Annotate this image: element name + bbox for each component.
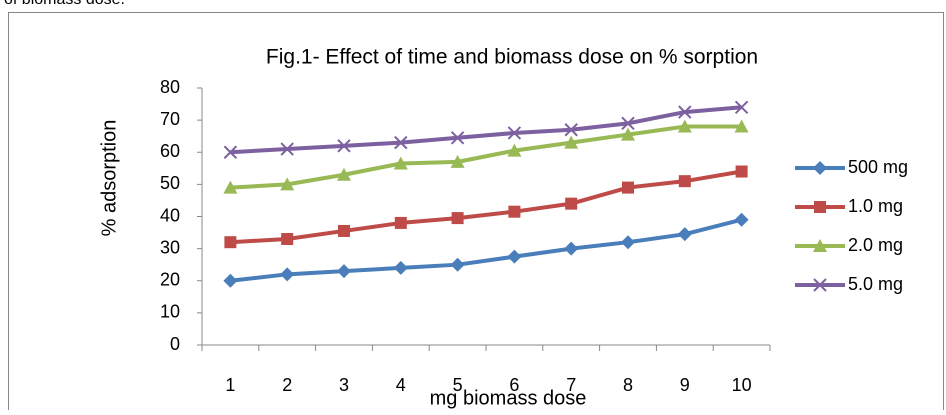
x-tick-label: 1 [225, 375, 235, 395]
legend-label: 5.0 mg [848, 274, 903, 294]
data-point [394, 216, 407, 229]
chart-border [8, 12, 944, 415]
data-point [734, 100, 749, 114]
legend-marker [813, 161, 827, 175]
data-point [393, 260, 408, 275]
data-point [450, 131, 465, 145]
data-point [677, 119, 692, 133]
y-tick-label: 10 [160, 302, 180, 322]
y-tick-label: 30 [160, 237, 180, 257]
data-point [734, 119, 749, 133]
x-tick-label: 8 [623, 375, 633, 395]
y-tick-label: 0 [170, 334, 180, 354]
legend-marker [813, 278, 827, 292]
data-point [224, 236, 237, 249]
data-point [734, 212, 749, 227]
y-tick-label: 20 [160, 270, 180, 290]
legend-label: 2.0 mg [848, 235, 903, 255]
series-line [230, 124, 742, 190]
legend-label: 1.0 mg [848, 196, 903, 216]
x-axis-label: mg biomass dose [430, 387, 587, 409]
x-tick-label: 9 [680, 375, 690, 395]
data-point [565, 197, 578, 210]
data-point [394, 135, 408, 150]
data-point [508, 205, 521, 218]
y-axis-label: % adsorption [98, 120, 120, 237]
x-tick-label: 3 [339, 375, 349, 395]
data-point [450, 154, 465, 168]
data-point [393, 156, 408, 170]
y-tick-label: 70 [160, 109, 180, 129]
x-tick-label: 2 [282, 375, 292, 395]
series-line [230, 169, 742, 245]
data-point [677, 227, 692, 242]
y-tick-label: 50 [160, 173, 180, 193]
legend-marker [813, 239, 827, 252]
data-point [451, 212, 464, 225]
y-tick-label: 40 [160, 205, 180, 225]
legend-marker [814, 201, 826, 213]
y-tick-label: 80 [160, 77, 180, 97]
series-line [230, 105, 742, 155]
data-point [678, 175, 691, 188]
data-point [280, 142, 294, 156]
data-point [223, 145, 238, 159]
data-point [337, 139, 351, 153]
data-point [622, 181, 634, 194]
x-tick-label: 4 [396, 375, 406, 395]
y-tick-label: 60 [160, 141, 180, 161]
chart-title: Fig.1- Effect of time and biomass dose o… [266, 46, 758, 69]
data-point [564, 123, 578, 137]
data-point [735, 165, 748, 178]
data-point [281, 232, 294, 245]
x-tick-label: 6 [509, 375, 519, 395]
legend-label: 500 mg [848, 157, 908, 177]
x-tick-label: 7 [566, 375, 576, 395]
page-text: of biomass dose. [4, 0, 125, 8]
data-point [223, 273, 238, 288]
data-point [338, 224, 350, 237]
data-point [564, 241, 579, 256]
data-point [280, 177, 295, 191]
data-point [621, 127, 635, 141]
data-point [507, 143, 522, 157]
data-point [280, 267, 295, 282]
data-point [337, 264, 351, 279]
data-point [223, 180, 238, 194]
data-point [337, 167, 351, 181]
series-line [230, 217, 743, 283]
data-point [507, 126, 522, 140]
data-point [507, 249, 522, 264]
data-point [450, 257, 465, 272]
x-tick-label: 5 [453, 375, 463, 395]
data-point [621, 116, 635, 131]
data-point [564, 135, 579, 149]
data-point [621, 235, 635, 250]
data-point [678, 105, 692, 119]
x-tick-label: 10 [732, 375, 752, 395]
